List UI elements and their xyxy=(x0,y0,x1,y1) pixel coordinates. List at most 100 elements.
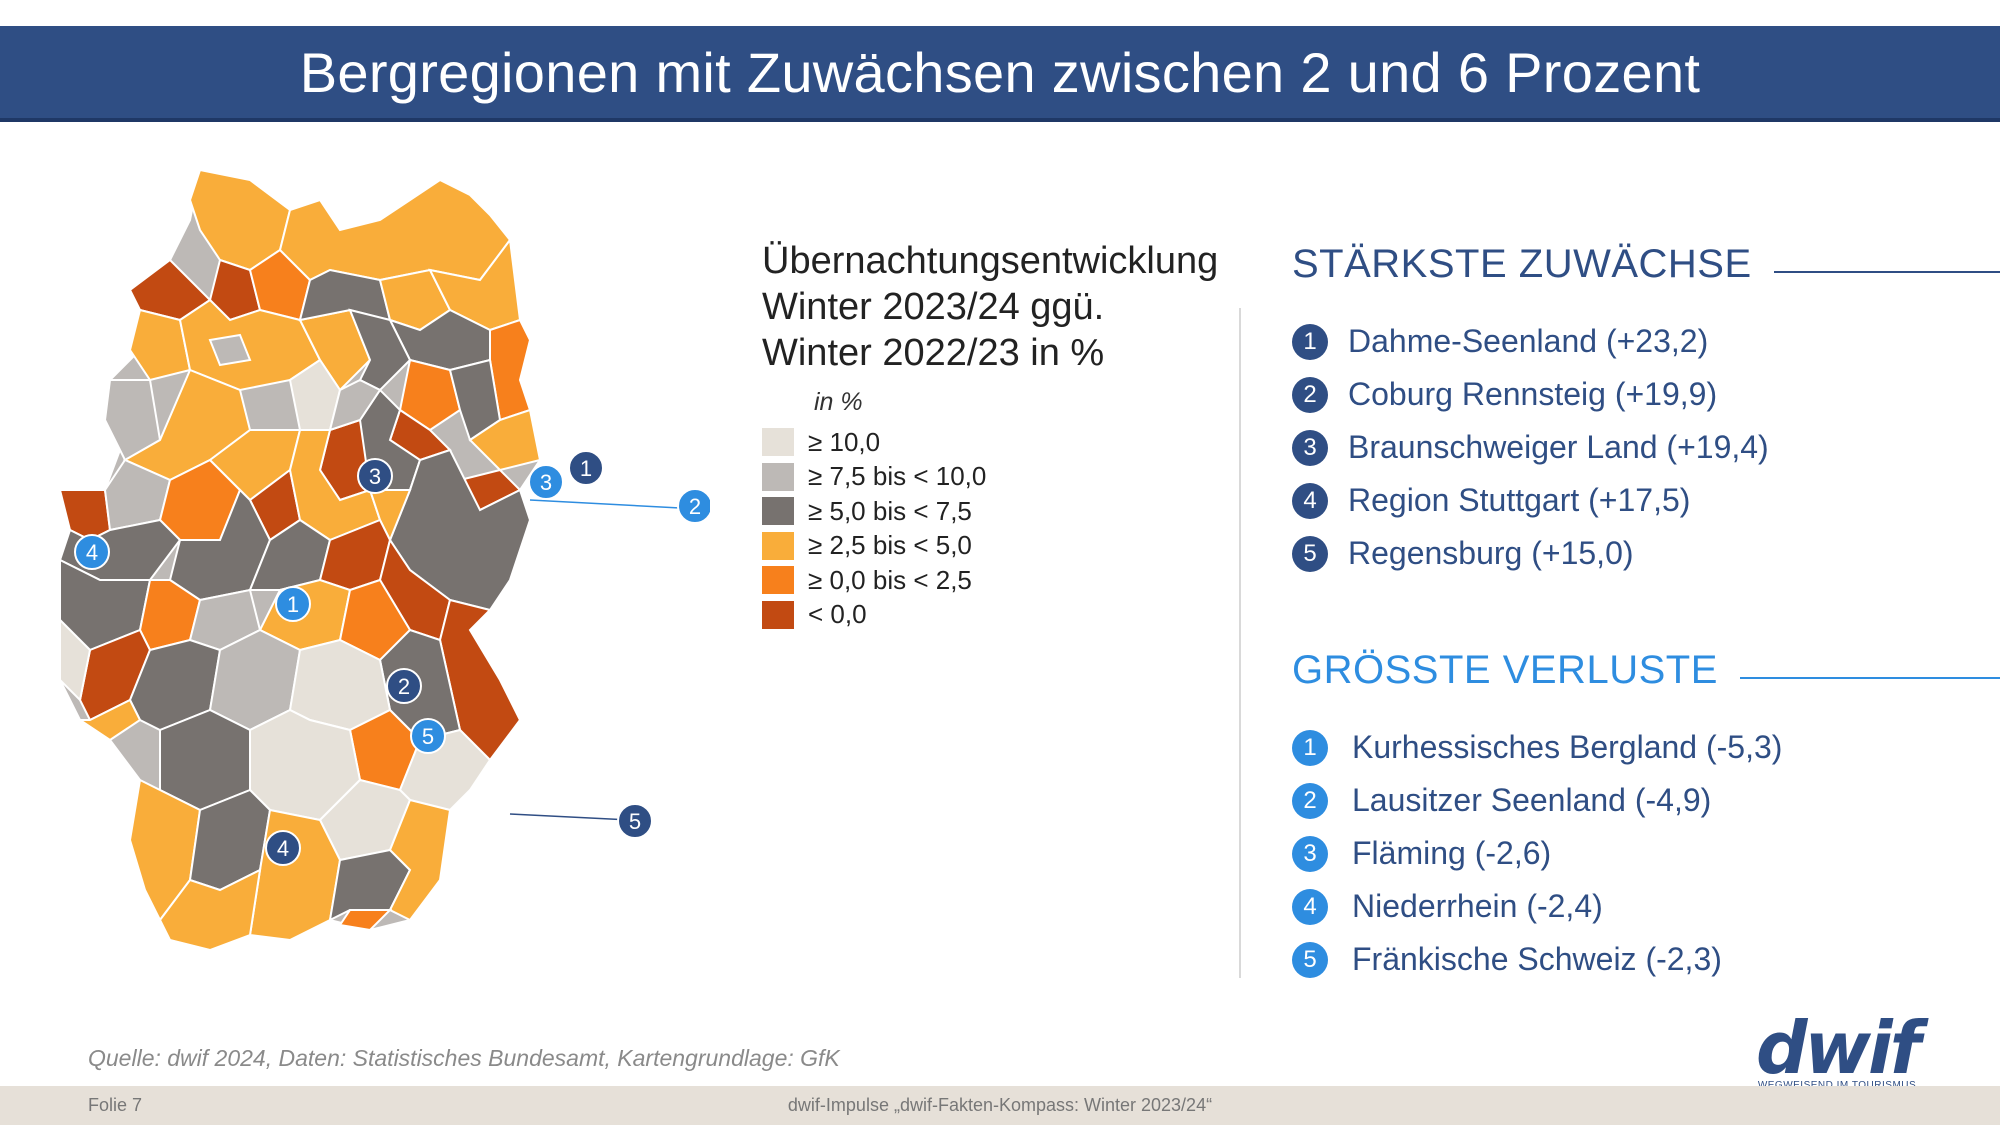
title-bar: Bergregionen mit Zuwächsen zwischen 2 un… xyxy=(0,26,2000,122)
loss-rank-badge: 4 xyxy=(1292,888,1328,925)
svg-text:3: 3 xyxy=(540,470,552,495)
region-niedersachsen-1 xyxy=(178,298,322,392)
svg-text:5: 5 xyxy=(422,724,434,749)
gain-item: 4 Region Stuttgart (+17,5) xyxy=(1292,474,2000,527)
footer-center-text: dwif-Impulse „dwif-Fakten-Kompass: Winte… xyxy=(787,1095,1213,1115)
region-eifel-2 xyxy=(59,617,92,703)
source-note: Quelle: dwif 2024, Daten: Statistisches … xyxy=(88,1045,840,1071)
loss-text: Lausitzer Seenland (-4,9) xyxy=(1352,782,1712,818)
gain-item: 1 Dahme-Seenland (+23,2) xyxy=(1292,315,2000,368)
gain-rank-badge: 4 xyxy=(1292,482,1328,519)
region-niederrhein xyxy=(58,489,112,542)
region-werdenfels xyxy=(338,909,393,932)
loss-rank-badge: 1 xyxy=(1292,729,1328,766)
legend-label: ≥ 7,5 bis < 10,0 xyxy=(808,461,987,492)
legend-swatch xyxy=(762,531,794,560)
legend-label: ≥ 2,5 bis < 5,0 xyxy=(808,530,972,561)
gain-marker-5: 5 xyxy=(509,803,653,839)
legend-label: < 0,0 xyxy=(808,599,867,630)
gain-text: Braunschweiger Land (+19,4) xyxy=(1348,429,1769,465)
loss-text: Kurhessisches Bergland (-5,3) xyxy=(1352,729,1783,765)
region-niedersachsen-2 xyxy=(208,333,252,367)
gain-rank-badge: 1 xyxy=(1292,323,1328,360)
dwif-logo: dwif WEGWEISEND IM TOURISMUS xyxy=(1752,1012,1922,1091)
gains-title: STÄRKSTE ZUWÄCHSE xyxy=(1292,242,1752,286)
legend-swatch xyxy=(762,566,794,595)
gain-text: Coburg Rennsteig (+19,9) xyxy=(1348,376,1718,412)
gain-item: 2 Coburg Rennsteig (+19,9) xyxy=(1292,368,2000,421)
loss-marker-5: 5 xyxy=(410,718,446,754)
gain-marker-3: 3 xyxy=(357,458,393,494)
legend-swatch xyxy=(762,428,794,457)
legend-list: ≥ 10,0 ≥ 7,5 bis < 10,0 ≥ 5,0 bis < 7,5 … xyxy=(762,425,1222,632)
slide-title: Bergregionen mit Zuwächsen zwischen 2 un… xyxy=(299,40,1701,104)
legend-title-line: Winter 2023/24 ggü. xyxy=(762,286,1105,328)
loss-rank-badge: 2 xyxy=(1292,782,1328,819)
gain-item: 5 Regensburg (+15,0) xyxy=(1292,527,2000,580)
region-mv-1 xyxy=(278,178,512,282)
legend-item: ≥ 7,5 bis < 10,0 xyxy=(762,460,1222,495)
germany-map-svg: 1 2 3 4 5 1 2 3 xyxy=(58,168,713,952)
germany-map: 1 2 3 4 5 1 2 3 xyxy=(50,160,713,1020)
gains-section: STÄRKSTE ZUWÄCHSE 1 Dahme-Seenland (+23,… xyxy=(1292,242,2000,580)
region-northwest-2 xyxy=(128,308,192,382)
svg-text:2: 2 xyxy=(689,494,701,519)
gain-rank-badge: 2 xyxy=(1292,376,1328,413)
loss-rank-badge: 5 xyxy=(1292,941,1328,978)
loss-item: 2 Lausitzer Seenland (-4,9) xyxy=(1292,774,2000,827)
svg-text:1: 1 xyxy=(580,456,592,481)
svg-text:1: 1 xyxy=(287,592,299,617)
legend-label: ≥ 0,0 bis < 2,5 xyxy=(808,564,972,595)
svg-text:2: 2 xyxy=(398,674,410,699)
legend-label: ≥ 10,0 xyxy=(808,426,881,457)
gain-text: Dahme-Seenland (+23,2) xyxy=(1348,323,1709,359)
gains-header: STÄRKSTE ZUWÄCHSE xyxy=(1292,242,2000,287)
loss-text: Niederrhein (-2,4) xyxy=(1352,888,1603,924)
vertical-divider xyxy=(1239,308,1241,978)
region-saar xyxy=(76,698,142,742)
gain-text: Region Stuttgart (+17,5) xyxy=(1348,482,1691,518)
svg-text:4: 4 xyxy=(277,836,289,861)
legend-label: ≥ 5,0 bis < 7,5 xyxy=(808,495,972,526)
legend-swatch xyxy=(762,462,794,491)
loss-rank-badge: 3 xyxy=(1292,835,1328,872)
losses-title: GRÖSSTE VERLUSTE xyxy=(1292,648,1718,692)
losses-title-line xyxy=(1739,676,2000,679)
region-sa-2 xyxy=(328,378,382,432)
losses-list: 1 Kurhessisches Bergland (-5,3) 2 Lausit… xyxy=(1292,721,2000,986)
loss-marker-3: 3 xyxy=(528,464,564,500)
gain-text: Regensburg (+15,0) xyxy=(1348,535,1634,571)
region-chiemgau xyxy=(388,798,452,922)
legend-item: ≥ 2,5 bis < 5,0 xyxy=(762,529,1222,564)
legend-item: ≥ 0,0 bis < 2,5 xyxy=(762,563,1222,598)
logo-tagline: WEGWEISEND IM TOURISMUS xyxy=(1752,1080,1922,1091)
gain-marker-4: 4 xyxy=(265,830,301,866)
svg-text:4: 4 xyxy=(86,540,98,565)
gain-marker-2: 2 xyxy=(386,668,422,704)
svg-text:5: 5 xyxy=(629,809,641,834)
legend-unit: in % xyxy=(814,388,863,416)
gain-item: 3 Braunschweiger Land (+19,4) xyxy=(1292,421,2000,474)
logo-word: dwif xyxy=(1755,1006,1921,1090)
region-brandenburg-3 xyxy=(398,358,462,432)
footer-bar: dwif-Impulse „dwif-Fakten-Kompass: Winte… xyxy=(0,1086,2000,1125)
legend-item: ≥ 5,0 bis < 7,5 xyxy=(762,494,1222,529)
loss-text: Fränkische Schweiz (-2,3) xyxy=(1352,941,1722,977)
losses-header: GRÖSSTE VERLUSTE xyxy=(1292,648,2000,693)
map-legend: Übernachtungsentwicklung Winter 2023/24 … xyxy=(762,238,1222,632)
loss-item: 4 Niederrhein (-2,4) xyxy=(1292,880,2000,933)
loss-marker-4: 4 xyxy=(74,534,110,570)
loss-marker-2: 2 xyxy=(529,488,713,524)
gains-list: 1 Dahme-Seenland (+23,2) 2 Coburg Rennst… xyxy=(1292,315,2000,580)
region-bodensee xyxy=(158,868,262,952)
legend-title: Übernachtungsentwicklung Winter 2023/24 … xyxy=(762,238,1222,376)
losses-section: GRÖSSTE VERLUSTE 1 Kurhessisches Berglan… xyxy=(1292,648,2000,986)
legend-title-line: Übernachtungsentwicklung xyxy=(762,240,1219,282)
legend-swatch xyxy=(762,497,794,526)
gain-marker-1: 1 xyxy=(568,450,604,486)
loss-item: 3 Fläming (-2,6) xyxy=(1292,827,2000,880)
legend-item: < 0,0 xyxy=(762,598,1222,633)
loss-item: 1 Kurhessisches Bergland (-5,3) xyxy=(1292,721,2000,774)
legend-swatch xyxy=(762,600,794,629)
gains-title-line xyxy=(1773,270,2000,273)
